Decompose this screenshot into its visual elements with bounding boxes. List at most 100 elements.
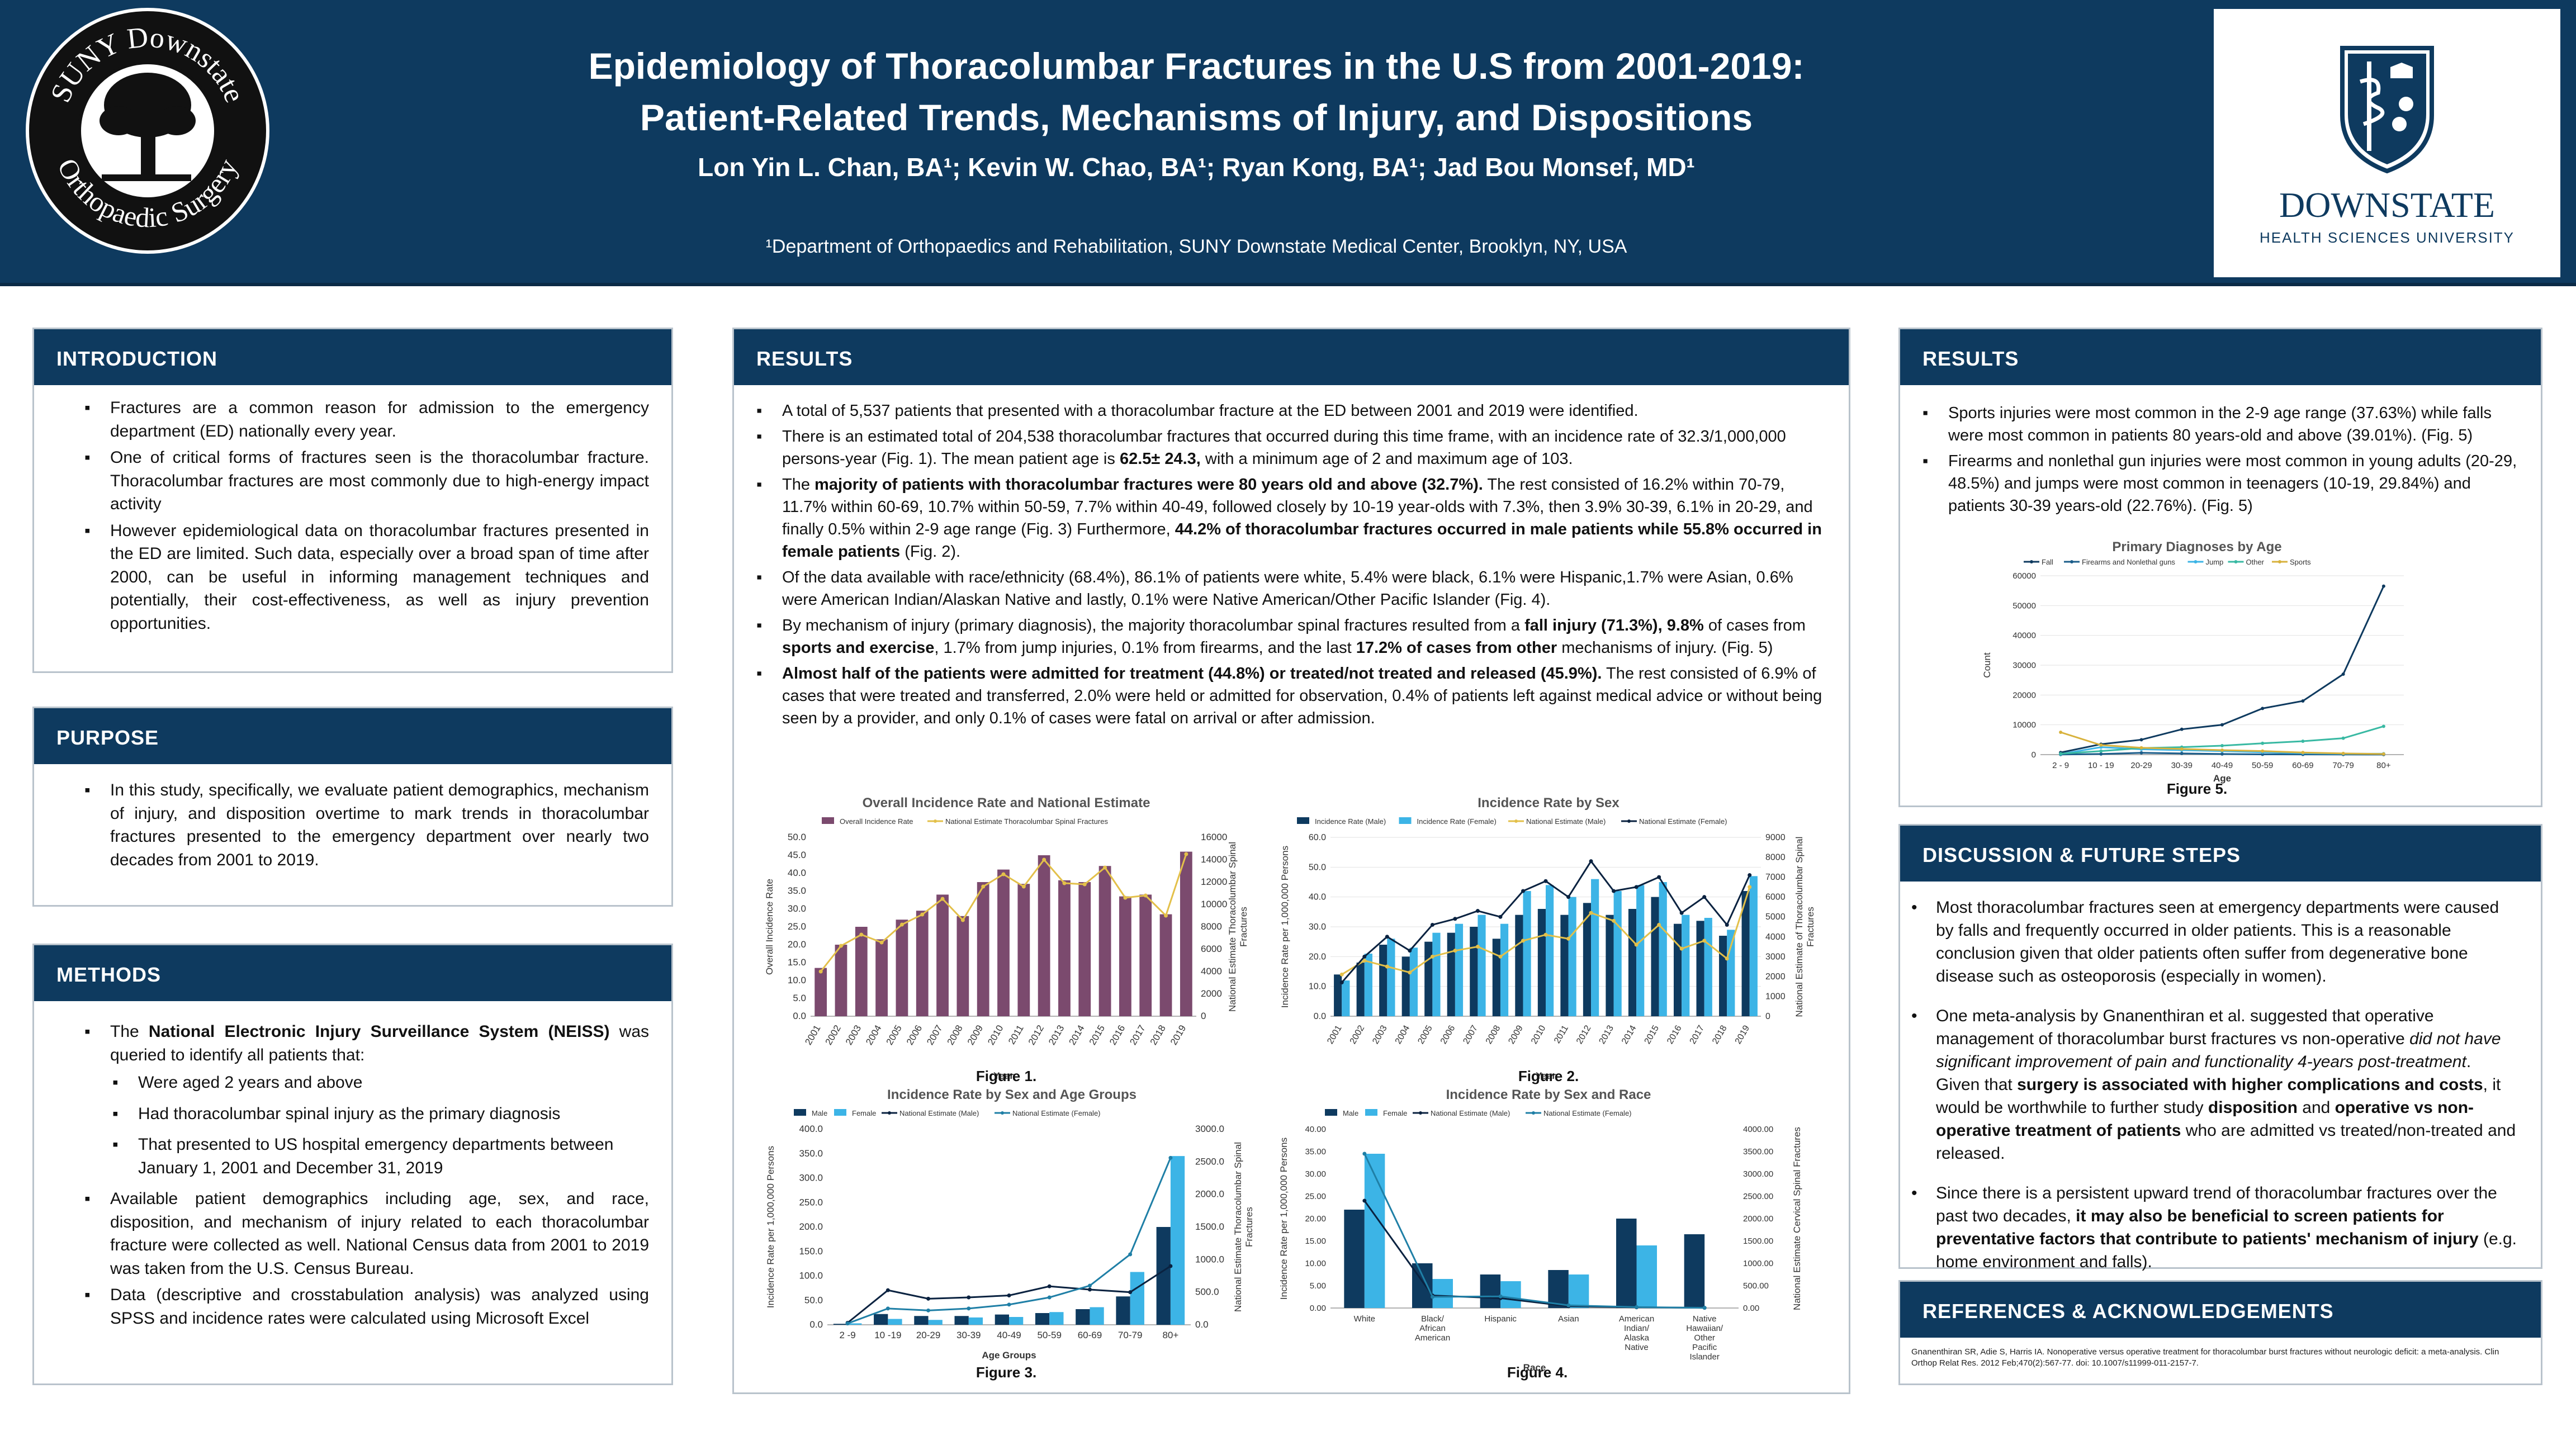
legend-label: Overall Incidence Rate — [840, 817, 913, 826]
y-tick-label: 60000 — [2012, 571, 2036, 581]
legend-marker — [888, 1111, 891, 1115]
y-tick-label: 10.0 — [788, 975, 806, 985]
figure-3-chart: Incidence Rate by Sex and Age Groups Male… — [760, 1084, 1263, 1375]
y2-axis-label: Fractures — [1805, 907, 1816, 947]
y2-tick-label: 0.0 — [1195, 1319, 1209, 1330]
data-point — [1362, 1198, 1367, 1203]
bar — [1344, 1210, 1365, 1308]
legend-label: Incidence Rate (Female) — [1417, 817, 1497, 826]
references-panel: REFERENCES & ACKNOWLEDGEMENTS Gnanenthir… — [1898, 1280, 2542, 1385]
bar — [1591, 879, 1599, 1016]
y2-tick-label: 10000 — [1201, 899, 1227, 909]
bar — [1116, 1296, 1130, 1325]
chart-title: Primary Diagnoses by Age — [2112, 539, 2281, 555]
data-point — [1725, 922, 1729, 927]
y-axis-label: Count — [1982, 652, 1992, 678]
figure-1-chart: Overall Incidence Rate and National Esti… — [760, 793, 1252, 1083]
legend-marker — [2194, 560, 2198, 563]
bar — [1130, 1272, 1144, 1325]
y-tick-label: 30000 — [2012, 661, 2036, 670]
poster-header: SUNY Downstate Orthopaedic Surgery Epide… — [0, 0, 2576, 286]
bar — [1387, 939, 1395, 1016]
purpose-bullet: In this study, specifically, we evaluate… — [79, 779, 649, 871]
y-tick-label: 20.00 — [1305, 1214, 1326, 1224]
data-point — [1021, 884, 1026, 889]
bar — [1478, 914, 1486, 1016]
y-tick-label: 0.0 — [1314, 1012, 1326, 1021]
data-point — [2220, 723, 2224, 727]
x-tick-label: 2001 — [1325, 1024, 1344, 1045]
data-point — [2381, 724, 2385, 728]
x-axis-label: Age Groups — [982, 1350, 1036, 1361]
x-tick-label: 2003 — [1371, 1024, 1389, 1045]
data-point — [2301, 751, 2305, 755]
y2-tick-label: 8000 — [1765, 853, 1786, 863]
data-point — [1362, 954, 1367, 959]
fig2-svg: Incidence Rate by Sex Incidence Rate (Mal… — [1280, 795, 1816, 1081]
y-axis-label: Incidence Rate per 1,000,000 Persons — [1280, 846, 1290, 1008]
bar — [1492, 939, 1500, 1016]
x-tick-label: 2006 — [905, 1024, 924, 1047]
data-point — [1543, 879, 1548, 883]
x-tick-label: 2017 — [1128, 1024, 1147, 1047]
results-panel-main: RESULTS A total of 5,537 patients that p… — [732, 328, 1850, 1394]
x-tick-label: Alaska — [1624, 1333, 1650, 1343]
x-tick-label: Black/ — [1421, 1314, 1445, 1324]
y-tick-label: 10.0 — [1309, 982, 1326, 992]
data-point — [940, 897, 945, 901]
x-tick-label: 2019 — [1734, 1024, 1752, 1045]
poster-title-line2: Patient-Related Trends, Mechanisms of In… — [640, 97, 1753, 138]
data-point — [2139, 738, 2143, 742]
y-tick-label: 45.0 — [788, 850, 806, 860]
x-tick-label: African — [1419, 1324, 1446, 1333]
y2-tick-label: 1000.00 — [1743, 1259, 1773, 1268]
bar — [995, 1314, 1009, 1325]
x-tick-label: 50-59 — [1037, 1330, 1061, 1340]
data-point — [1408, 970, 1412, 975]
legend-marker — [1514, 819, 1518, 823]
x-axis-label: Year — [1536, 1070, 1556, 1081]
data-point — [926, 1308, 931, 1312]
results-heading: RESULTS — [734, 329, 1849, 385]
data-point — [886, 1288, 890, 1292]
data-point — [1702, 939, 1707, 943]
figure-2-chart: Incidence Rate by Sex Incidence Rate (Mal… — [1275, 793, 1822, 1083]
y-axis-label: Overall Incidence Rate — [764, 879, 775, 975]
chart-title: Overall Incidence Rate and National Esti… — [863, 795, 1150, 811]
references-heading: REFERENCES & ACKNOWLEDGEMENTS — [1900, 1282, 2541, 1338]
purpose-panel: PURPOSE In this study, specifically, we … — [32, 707, 673, 907]
y-tick-label: 400.0 — [799, 1124, 823, 1134]
data-point — [1521, 939, 1525, 943]
y-tick-label: 200.0 — [799, 1221, 823, 1232]
legend-label: Sports — [2290, 558, 2311, 566]
y-tick-label: 20000 — [2012, 690, 2036, 700]
legend-label: National Estimate (Male) — [1526, 817, 1606, 826]
bar — [914, 1316, 929, 1325]
y2-tick-label: 6000 — [1201, 944, 1222, 954]
bar — [1546, 885, 1554, 1016]
x-tick-label: White — [1354, 1314, 1375, 1324]
methods-bullet: Data (descriptive and crosstabulation an… — [79, 1283, 649, 1330]
x-tick-label: 40-49 — [997, 1330, 1021, 1340]
y-tick-label: 0 — [2032, 750, 2036, 760]
data-point — [1087, 1283, 1092, 1288]
y2-tick-label: 4000 — [1201, 966, 1222, 977]
intro-bullet: However epidemiological data on thoracol… — [79, 519, 649, 636]
x-tick-label: 80+ — [2376, 761, 2391, 770]
bar — [1401, 956, 1410, 1016]
data-point — [1047, 1284, 1052, 1288]
data-point — [1430, 954, 1434, 959]
data-point — [818, 969, 823, 974]
x-tick-label: Other — [1694, 1333, 1715, 1343]
data-point — [1082, 882, 1087, 887]
x-tick-label: 2013 — [1598, 1024, 1616, 1045]
bar — [1170, 1156, 1185, 1325]
figure-2-caption: Figure 2. — [1518, 1068, 1579, 1084]
y-tick-label: 300.0 — [799, 1173, 823, 1183]
y-axis-label: Incidence Rate per 1,000,000 Persons — [765, 1146, 776, 1308]
introduction-panel: INTRODUCTION Fractures are a common reas… — [32, 328, 673, 673]
y-tick-label: 10000 — [2012, 721, 2036, 730]
y-tick-label: 40.0 — [788, 868, 806, 878]
data-point — [2261, 741, 2265, 745]
data-point — [1748, 885, 1752, 889]
